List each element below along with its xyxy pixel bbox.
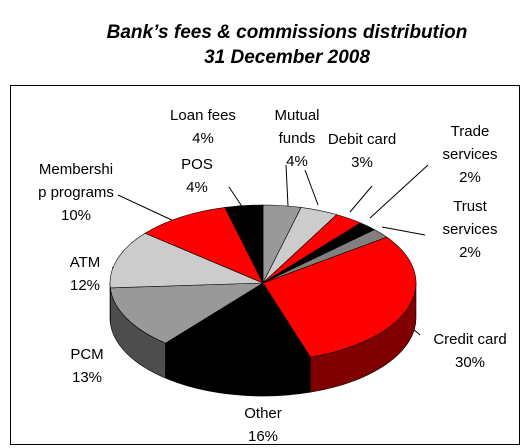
value-label: 4%: [286, 153, 308, 170]
slice-label: Debit card: [327, 131, 397, 148]
slice-label: Trade services: [442, 123, 498, 163]
slice-label: Membership programs: [38, 161, 114, 201]
slice-label: Credit card: [433, 331, 507, 348]
slice: [224, 204, 264, 284]
leader-line: [304, 169, 319, 206]
chart-title: Bank’s fees & commissions distribution: [106, 22, 468, 43]
slice: [109, 282, 265, 344]
value-label: 4%: [186, 179, 208, 196]
leader-line: [228, 186, 244, 209]
value-label: 16%: [247, 428, 279, 445]
slice: [262, 236, 417, 358]
value-label: 10%: [60, 207, 92, 224]
leader-line: [349, 185, 373, 213]
slice: [164, 282, 311, 362]
value-label: 3%: [351, 154, 373, 171]
value-label: 4%: [192, 130, 214, 147]
slice-label: Trust services: [442, 198, 498, 238]
pie-tops: [109, 204, 417, 362]
slice-label: Mutual funds: [274, 107, 320, 147]
slice-label: POS: [181, 156, 213, 173]
slice-label: Other: [244, 405, 282, 422]
leader-line: [369, 164, 429, 219]
slice: [144, 207, 264, 284]
leader-line: [285, 164, 289, 207]
chart-subtitle: 31 December 2008: [204, 47, 370, 68]
value-label: 13%: [71, 369, 103, 386]
pie-sides: [109, 282, 417, 397]
leader-line: [381, 226, 426, 236]
slice-label: PCM: [70, 346, 104, 363]
frame: [10, 85, 520, 445]
value-label: 30%: [454, 354, 486, 371]
value-label: 12%: [69, 277, 101, 294]
slice-label: ATM: [69, 254, 101, 271]
value-label: 2%: [459, 169, 481, 186]
slice: [109, 232, 264, 289]
leader-line: [117, 194, 177, 223]
slice-label: Loan fees: [170, 107, 236, 124]
value-label: 2%: [459, 244, 481, 261]
